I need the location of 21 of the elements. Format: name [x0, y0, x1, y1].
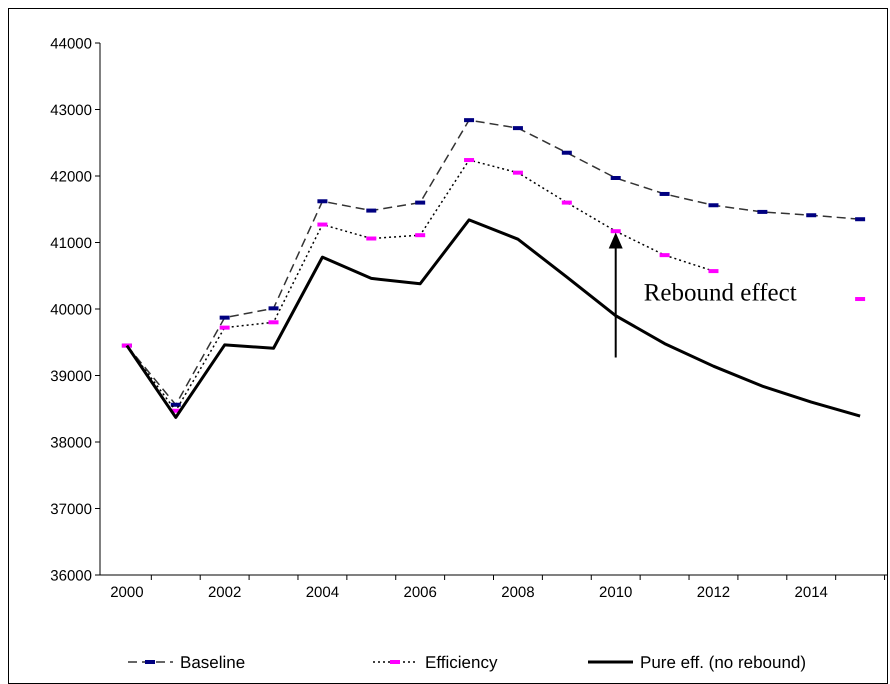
y-tick-label: 44000	[50, 35, 92, 52]
y-tick-label: 36000	[50, 567, 92, 584]
x-tick-label: 2006	[403, 584, 437, 601]
x-tick-label: 2008	[501, 584, 535, 601]
y-tick-label: 39000	[50, 368, 92, 385]
annotation: Rebound effect	[644, 280, 797, 307]
x-tick-label: 2014	[794, 584, 828, 601]
legend-label: Efficiency	[425, 652, 498, 672]
x-tick-label: 2012	[696, 584, 730, 601]
x-tick-label: 2002	[208, 584, 242, 601]
y-tick-label: 43000	[50, 102, 92, 119]
legend-label: Baseline	[180, 652, 246, 672]
x-tick-label: 2004	[306, 584, 340, 601]
x-tick-label: 2010	[599, 584, 632, 601]
x-tick-label: 2000	[110, 584, 144, 601]
y-tick-label: 41000	[50, 234, 92, 252]
y-tick-label: 40000	[50, 301, 92, 318]
legend-label: Pure eff. (no rebound)	[640, 652, 806, 672]
y-tick-label: 37000	[50, 500, 92, 518]
y-tick-label: 38000	[50, 434, 92, 452]
y-tick-label: 42000	[50, 168, 92, 186]
